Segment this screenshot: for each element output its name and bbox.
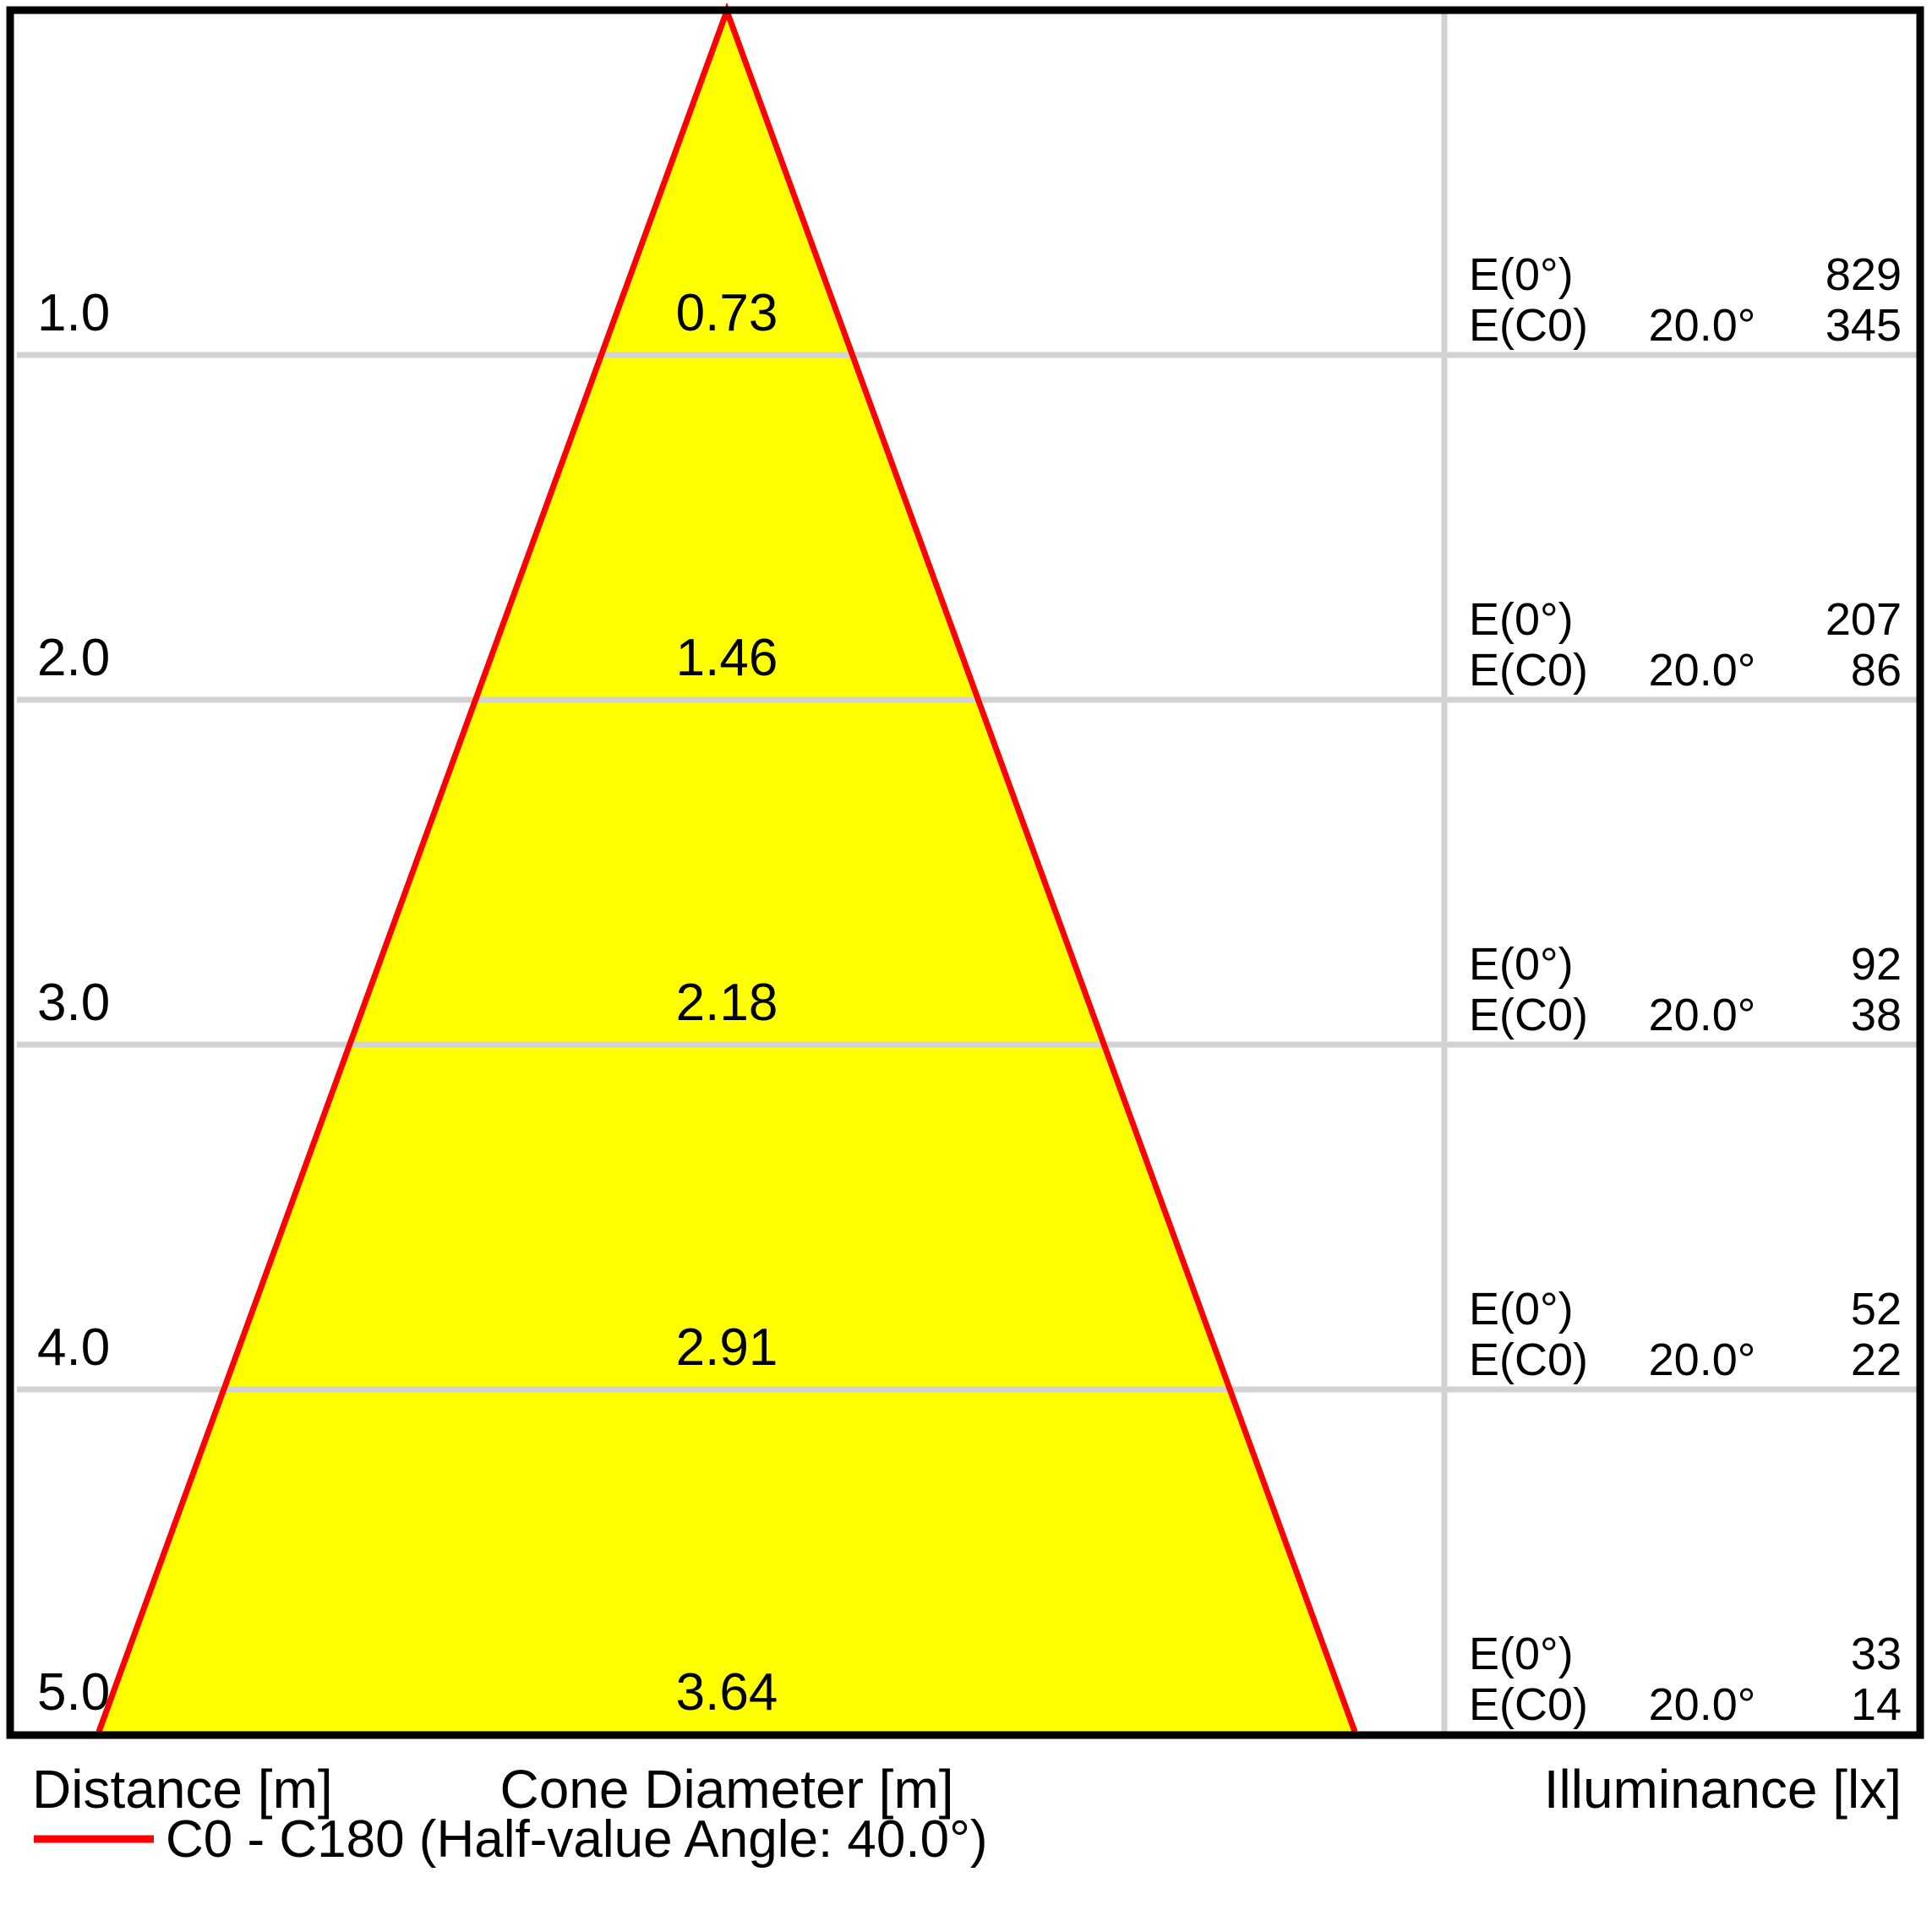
e0-row: E(0°) 33: [1469, 1629, 1902, 1679]
e0-value: 33: [1850, 1629, 1902, 1679]
e0-value: 92: [1850, 939, 1902, 990]
ec0-row: E(C0) 20.0° 38: [1469, 990, 1902, 1040]
distance-tick-2m: 2.0: [37, 629, 111, 687]
illuminance-axis-label: Illuminance [lx]: [1543, 1759, 1902, 1820]
e0-row: E(0°) 52: [1469, 1284, 1902, 1334]
cone-diameter-value-2m: 1.46: [675, 629, 778, 687]
distance-tick-1m: 1.0: [37, 284, 111, 342]
e0-label: E(0°): [1469, 1629, 1574, 1679]
ec0-label: E(C0): [1469, 1679, 1589, 1730]
ec0-angle: 20.0°: [1648, 990, 1756, 1040]
ec0-angle: 20.0°: [1648, 1334, 1756, 1385]
e0-value: 829: [1825, 249, 1902, 300]
e0-angle: [1613, 1284, 1792, 1334]
e0-row: E(0°) 92: [1469, 939, 1902, 990]
cone-diameter-value-1m: 0.73: [675, 284, 778, 342]
ec0-angle: 20.0°: [1648, 1679, 1756, 1730]
ec0-row: E(C0) 20.0° 345: [1469, 300, 1902, 351]
e0-label: E(0°): [1469, 1284, 1574, 1334]
ec0-label: E(C0): [1469, 990, 1589, 1040]
cone-diameter-axis-label: Cone Diameter [m]: [499, 1759, 954, 1820]
cone-diameter-value-3m: 2.18: [675, 974, 778, 1032]
ec0-value: 38: [1850, 990, 1902, 1040]
ec0-value: 86: [1850, 645, 1902, 696]
illuminance-block-4m: E(0°) 52 E(C0) 20.0° 22: [1469, 1284, 1902, 1385]
legend-label: C0 - C180 (Half-value Angle: 40.0°): [166, 1810, 988, 1869]
light-cone-fill: [99, 11, 1355, 1732]
ec0-row: E(C0) 20.0° 86: [1469, 645, 1902, 696]
ec0-row: E(C0) 20.0° 22: [1469, 1334, 1902, 1385]
distance-tick-5m: 5.0: [37, 1663, 111, 1722]
distance-tick-4m: 4.0: [37, 1318, 111, 1377]
e0-value: 52: [1850, 1284, 1902, 1334]
ec0-angle: 20.0°: [1648, 645, 1756, 696]
e0-row: E(0°) 829: [1469, 249, 1902, 300]
e0-row: E(0°) 207: [1469, 594, 1902, 645]
illuminance-block-2m: E(0°) 207 E(C0) 20.0° 86: [1469, 594, 1902, 696]
cone-diameter-value-5m: 3.64: [675, 1663, 778, 1722]
e0-angle: [1613, 249, 1792, 300]
legend-line-icon: [34, 1835, 154, 1843]
illuminance-block-1m: E(0°) 829 E(C0) 20.0° 345: [1469, 249, 1902, 351]
distance-axis-label: Distance [m]: [32, 1759, 333, 1820]
e0-angle: [1613, 939, 1792, 990]
illuminance-block-5m: E(0°) 33 E(C0) 20.0° 14: [1469, 1629, 1902, 1730]
ec0-label: E(C0): [1469, 645, 1589, 696]
e0-angle: [1613, 594, 1792, 645]
e0-label: E(0°): [1469, 939, 1574, 990]
ec0-label: E(C0): [1469, 300, 1589, 351]
ec0-row: E(C0) 20.0° 14: [1469, 1679, 1902, 1730]
e0-value: 207: [1825, 594, 1902, 645]
ec0-label: E(C0): [1469, 1334, 1589, 1385]
chart-border: [6, 6, 1924, 1739]
cone-diameter-value-4m: 2.91: [675, 1318, 778, 1377]
ec0-value: 22: [1850, 1334, 1902, 1385]
ec0-angle: 20.0°: [1648, 300, 1756, 351]
ec0-value: 345: [1825, 300, 1902, 351]
illuminance-block-3m: E(0°) 92 E(C0) 20.0° 38: [1469, 939, 1902, 1040]
ec0-value: 14: [1850, 1679, 1902, 1730]
e0-label: E(0°): [1469, 594, 1574, 645]
e0-angle: [1613, 1629, 1792, 1679]
distance-tick-3m: 3.0: [37, 974, 111, 1032]
e0-label: E(0°): [1469, 249, 1574, 300]
